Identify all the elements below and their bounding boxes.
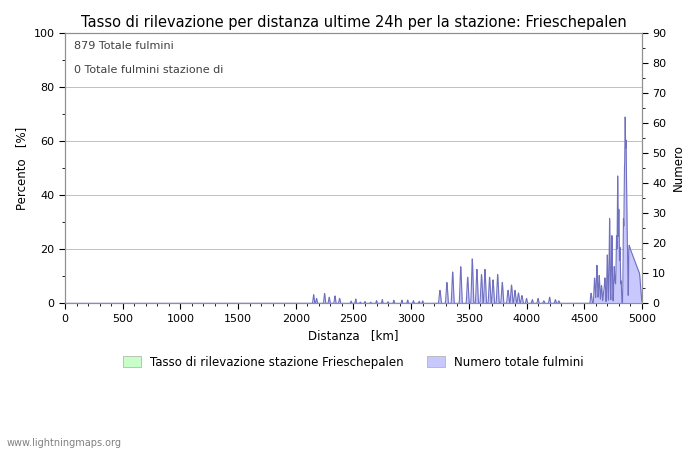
- Text: 0 Totale fulmini stazione di: 0 Totale fulmini stazione di: [74, 65, 223, 75]
- Y-axis label: Numero: Numero: [672, 144, 685, 191]
- Title: Tasso di rilevazione per distanza ultime 24h per la stazione: Frieschepalen: Tasso di rilevazione per distanza ultime…: [80, 15, 626, 30]
- X-axis label: Distanza   [km]: Distanza [km]: [308, 329, 399, 342]
- Text: 879 Totale fulmini: 879 Totale fulmini: [74, 40, 174, 51]
- Y-axis label: Percento   [%]: Percento [%]: [15, 126, 28, 210]
- Text: www.lightningmaps.org: www.lightningmaps.org: [7, 438, 122, 448]
- Legend: Tasso di rilevazione stazione Frieschepalen, Numero totale fulmini: Tasso di rilevazione stazione Frieschepa…: [118, 351, 589, 374]
